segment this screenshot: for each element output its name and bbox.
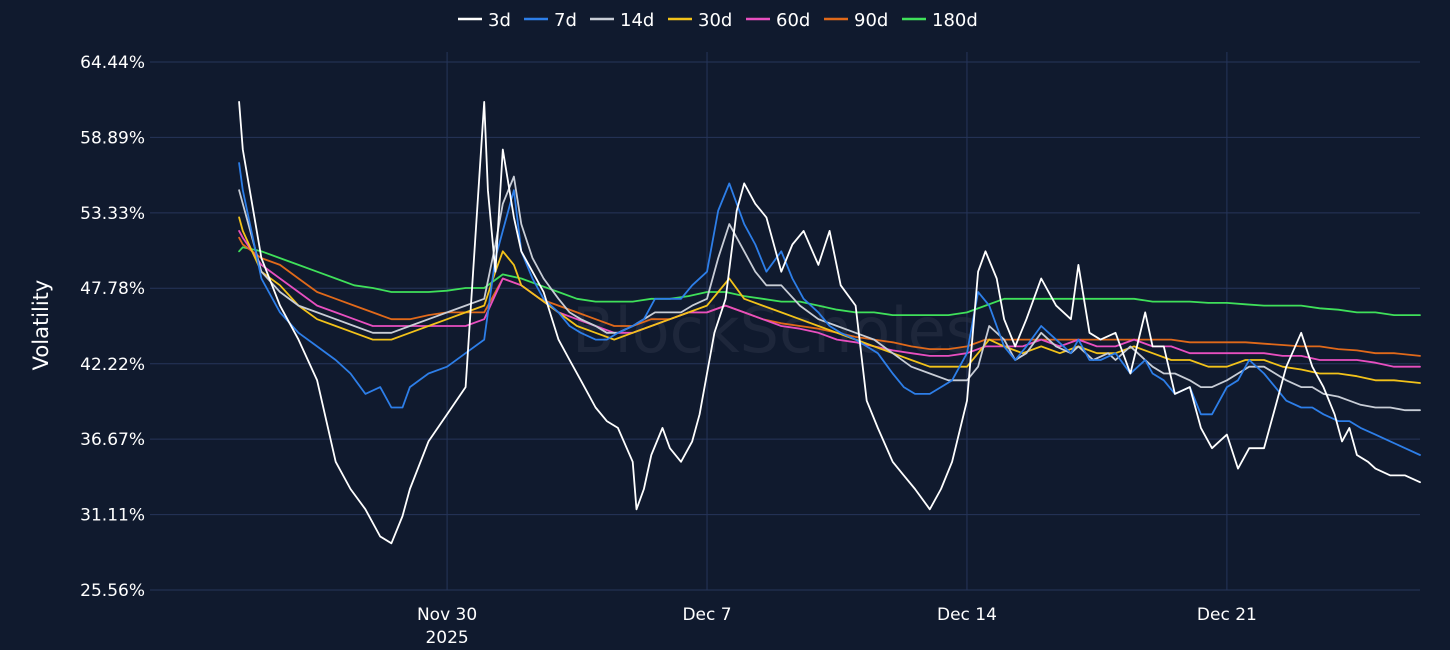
series-line-3d — [238, 101, 1421, 545]
series-line-14d — [238, 175, 1421, 412]
y-tick-label: 42.22% — [80, 355, 145, 375]
y-tick-label: 58.89% — [80, 128, 145, 148]
x-tick-label: Dec 7 — [682, 605, 731, 625]
x-tick-label: Nov 30 — [417, 605, 477, 625]
y-tick-label: 53.33% — [80, 204, 145, 224]
x-tick-label: Dec 14 — [937, 605, 997, 625]
y-tick-label: 64.44% — [80, 53, 145, 73]
watermark: BlockScholes — [572, 294, 978, 367]
series-line-180d — [238, 246, 1421, 317]
axes: 25.56% 31.11% 36.67% 42.22% 47.78% 53.33% 58.8… — [80, 53, 1257, 648]
series-line-90d — [238, 236, 1421, 357]
legend-label-14d: 14d — [620, 10, 654, 31]
legend-label-180d: 180d — [932, 10, 978, 31]
y-axis-title: Volatility — [29, 280, 53, 371]
legend-label-7d: 7d — [554, 10, 577, 31]
legend-label-90d: 90d — [854, 10, 888, 31]
series-line-30d — [238, 216, 1421, 384]
legend-label-30d: 30d — [698, 10, 732, 31]
legend-label-60d: 60d — [776, 10, 810, 31]
legend-label-3d: 3d — [488, 10, 511, 31]
y-tick-label: 31.11% — [80, 506, 145, 526]
x-tick-sublabel: 2025 — [425, 628, 468, 648]
series-line-7d — [238, 162, 1421, 456]
y-tick-label: 36.67% — [80, 430, 145, 450]
y-tick-label: 47.78% — [80, 279, 145, 299]
series-line-60d — [238, 229, 1421, 368]
series-layer — [238, 101, 1421, 545]
x-tick-label: Dec 21 — [1197, 605, 1257, 625]
legend: 3d 7d 14d 30d 60d 90d 180d — [458, 10, 978, 31]
y-tick-label: 25.56% — [80, 581, 145, 601]
